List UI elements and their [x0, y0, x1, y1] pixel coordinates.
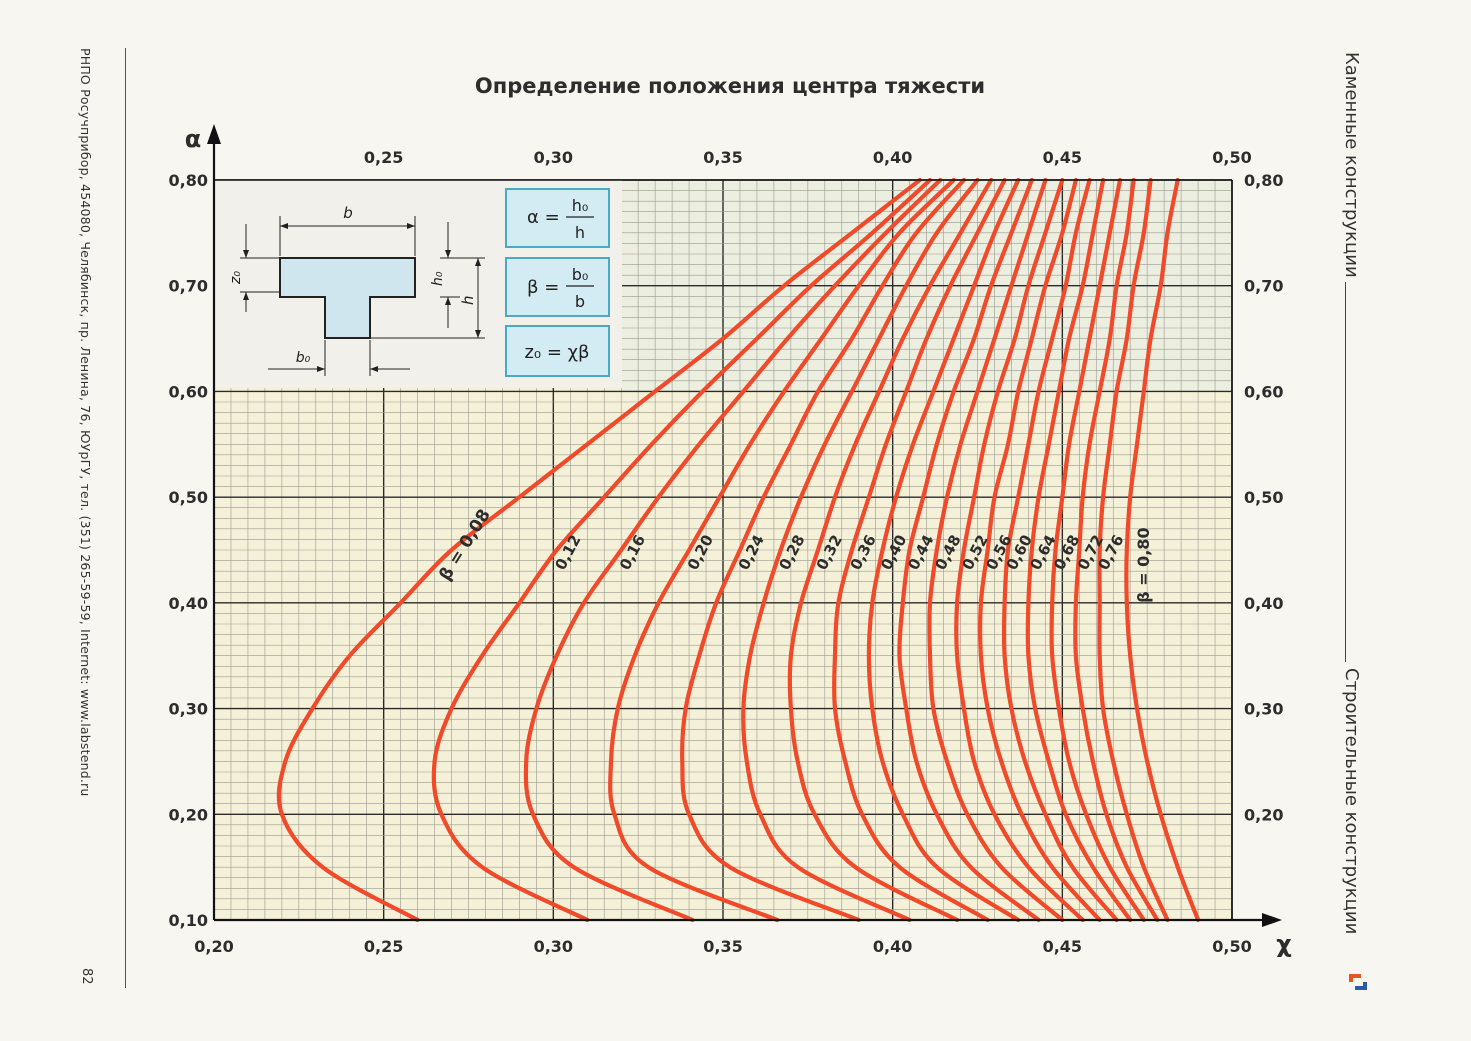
series-line	[977, 177, 1102, 923]
series-line	[1025, 177, 1133, 923]
x-axis-arrow	[1262, 913, 1282, 927]
x-axis-label: χ	[1276, 930, 1291, 958]
formula-box-beta	[505, 257, 610, 317]
y-tick-label: 0,60	[169, 382, 208, 401]
x-tick-label: 0,25	[364, 937, 403, 956]
dim-label-z0: z₀	[228, 271, 244, 285]
logo-icon	[1349, 974, 1367, 990]
series-line	[1049, 177, 1146, 923]
series-line	[431, 177, 933, 923]
series-line	[680, 177, 966, 923]
formula-beta-num: b₀	[572, 265, 589, 284]
x-tick-label-top: 0,25	[364, 148, 403, 167]
x-tick-label: 0,40	[873, 937, 912, 956]
formula-box-alpha	[505, 188, 610, 248]
y-tick-label: 0,80	[169, 171, 208, 190]
axes: χα	[185, 124, 1292, 958]
formula-z0: z₀ = χβ	[524, 342, 589, 363]
right-margin-rule	[1345, 282, 1346, 662]
cross-section-inset: b z₀ h₀ h b₀ α = h₀ h β = b₀ b z₀ = χβ	[214, 180, 622, 388]
series-line	[1073, 177, 1160, 923]
series-line	[927, 177, 1065, 923]
x-tick-label: 0,45	[1043, 937, 1082, 956]
y-tick-label: 0,10	[169, 911, 208, 930]
x-tick-label-top: 0,30	[534, 148, 573, 167]
y-tick-label-right: 0,50	[1244, 488, 1283, 507]
dim-label-h: h	[459, 295, 477, 305]
y-tick-label-right: 0,40	[1244, 594, 1283, 613]
series-line	[897, 177, 1041, 923]
x-tick-label-top: 0,40	[873, 148, 912, 167]
x-tick-label: 0,35	[703, 937, 742, 956]
formula-alpha-den: h	[575, 223, 585, 242]
dim-label-h0: h₀	[430, 271, 446, 286]
curves	[276, 177, 1201, 923]
series-line	[741, 177, 980, 923]
y-tick-label: 0,20	[169, 805, 208, 824]
dimension-arrows	[243, 223, 481, 372]
chart-title: Определение положения центра тяжести	[475, 74, 985, 98]
x-tick-label: 0,20	[194, 937, 233, 956]
y-tick-label-right: 0,70	[1244, 277, 1283, 296]
dim-label-b0: b₀	[296, 350, 311, 366]
y-tick-label-right: 0,80	[1244, 171, 1283, 190]
series-line	[866, 177, 1021, 923]
series-line	[954, 177, 1085, 923]
x-tick-label-top: 0,35	[703, 148, 742, 167]
formula-alpha-lhs: α =	[527, 207, 560, 228]
y-tick-label-right: 0,60	[1244, 382, 1283, 401]
series-line	[276, 177, 922, 923]
series-line	[1001, 177, 1119, 923]
x-tick-label-top: 0,50	[1212, 148, 1251, 167]
formula-alpha-num: h₀	[572, 196, 589, 215]
y-tick-label: 0,40	[169, 594, 208, 613]
y-tick-label-right: 0,30	[1244, 700, 1283, 719]
formula-beta-den: b	[575, 292, 585, 311]
y-tick-label-right: 0,20	[1244, 805, 1283, 824]
series-line	[831, 177, 1007, 923]
series-line	[1124, 177, 1201, 923]
dimension-lines	[240, 216, 485, 376]
curve-label: β = 0,80	[1134, 527, 1153, 602]
formula-box-z0	[505, 325, 610, 377]
x-tick-label: 0,30	[534, 937, 573, 956]
y-tick-label: 0,50	[169, 488, 208, 507]
formula-beta-lhs: β =	[527, 277, 559, 298]
x-tick-label-top: 0,45	[1043, 148, 1082, 167]
dim-label-b: b	[343, 204, 353, 222]
x-tick-label: 0,50	[1212, 937, 1251, 956]
left-margin-rule	[125, 48, 126, 988]
series-line	[523, 177, 943, 923]
y-axis-label: α	[185, 125, 202, 153]
y-tick-label: 0,30	[169, 700, 208, 719]
y-tick-label: 0,70	[169, 277, 208, 296]
series-line	[1097, 177, 1170, 923]
series-line	[787, 177, 994, 923]
y-axis-arrow	[207, 124, 221, 144]
tick-labels: 0,20 0,25 0,30 0,35 0,40 0,45 0,50 0,25 0,30 0,35…	[169, 148, 1284, 956]
series-line	[608, 177, 956, 923]
